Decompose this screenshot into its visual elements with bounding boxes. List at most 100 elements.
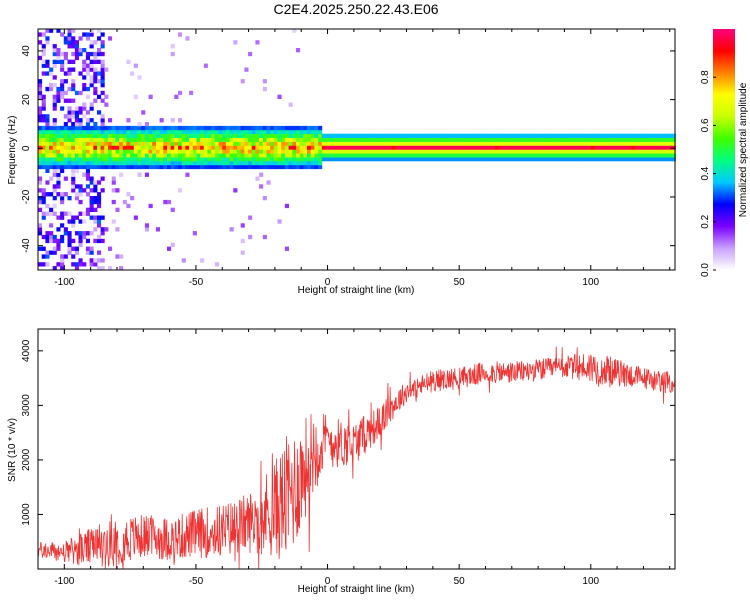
spectrogram-cell [255,137,260,142]
spectrogram-cell [100,122,105,127]
spectrogram-cell [572,149,577,154]
spectrogram-cell [377,133,382,138]
spectrogram-cell [60,106,65,111]
spectrogram-cell [63,40,68,45]
spectrogram-cell [273,141,278,146]
spectrogram-cell [601,141,606,146]
spectrogram-cell [668,141,673,146]
spectrogram-cell [399,133,404,138]
spectrogram-cell [406,145,411,150]
spectrogram-cell [483,145,488,150]
spectrogram-cell [97,145,102,150]
spectrogram-cell [498,133,503,138]
spectrogram-cell [491,153,496,158]
spectrogram-cell [60,153,65,158]
spectrogram-cell [270,145,275,150]
spectrogram-cell [108,149,113,154]
spectrogram-cell [111,141,116,146]
spectrogram-cell [620,153,625,158]
spectrogram-cell [273,164,278,170]
spectrogram-cell [163,149,168,154]
spectrogram-cell [255,125,260,131]
spectrogram-cell [133,63,138,68]
spectrogram-cell [63,133,68,138]
spectrogram-cell [399,141,404,146]
spectrogram-cell [601,149,606,154]
spectrogram-cell [97,164,102,170]
spectrogram-cell [358,137,363,142]
spectrogram-cell [222,125,227,131]
spectrogram-cell [373,157,378,162]
spectrogram-cell [115,254,120,259]
spectrogram-cell [288,137,293,142]
spectrogram-cell [89,32,94,37]
spectrogram-cell [38,231,43,236]
spectrogram-cell [513,149,518,154]
spectrogram-cell [52,98,57,103]
spectrogram-cell [284,157,289,162]
colorbar-tick-label: 0.0 [700,263,711,277]
spectrogram-cell [97,238,102,244]
spectrogram-cell [284,203,289,209]
spectrogram-cell [343,141,348,146]
spectrogram-cell [424,141,429,146]
spectrogram-cell [97,196,102,201]
spectrogram-cell [233,160,238,166]
spectrogram-cell [406,157,411,162]
spectrogram-cell [229,149,234,154]
spectrogram-cell [38,86,43,92]
spectrogram-cell [122,137,127,142]
spectrogram-cell [469,149,474,154]
spectrogram-cell [218,133,223,138]
spectrogram-cell [671,153,676,158]
spectrogram-cell [49,192,54,197]
spectrogram-cell [653,137,658,142]
spectrogram-cell [270,149,275,154]
spectrogram-cell [318,129,323,135]
spectrogram-cell [89,164,94,170]
spectrogram-cell [307,125,312,131]
spectrogram-cell [436,137,441,142]
spectrogram-cell [524,157,529,162]
spectrogram-cell [71,180,76,185]
spectrogram-cell [60,223,65,228]
spectrogram-cell [649,149,654,154]
spectrogram-cell [38,118,43,123]
spectrogram-cell [41,141,46,146]
spectrogram-cell [56,172,61,177]
spectrogram-cell [303,129,308,135]
spectrogram-cell [185,145,190,150]
spectrogram-cell [587,133,592,138]
spectrogram-cell [281,153,286,158]
spectrogram-cell [163,129,168,135]
spectrogram-cell [155,164,160,170]
spectrogram-cell [281,160,286,166]
spectrogram-cell [67,149,72,154]
spectrogram-cell [82,67,87,72]
spectrogram-cell [284,153,289,158]
spectrogram-cell [155,129,160,135]
spectrogram-cell [45,254,50,259]
spectrogram-cell [152,153,157,158]
spectrogram-cell [192,164,197,170]
spectrogram-cell [553,133,558,138]
spectrogram-cell [89,157,94,162]
spectrogram-cell [45,28,50,33]
spectrogram-cell [550,145,555,150]
spectrogram-cell [340,149,345,154]
spectrogram-cell [292,153,297,158]
spectrogram-cell [424,145,429,150]
spectrogram-cell [380,153,385,158]
spectrogram-cell [71,122,76,127]
spectrogram-cell [358,153,363,158]
spectrogram-cell [646,157,651,162]
spectrogram-cell [369,137,374,142]
spectrogram-cell [71,110,76,115]
spectrogram-cell [509,137,514,142]
spectrogram-cell [56,168,61,173]
spectrogram-cell [38,149,43,154]
spectrogram-cell [539,157,544,162]
spectrogram-cell [255,40,260,45]
snr-y-tick-label: 3000 [21,394,32,417]
spectrogram-cell [362,157,367,162]
